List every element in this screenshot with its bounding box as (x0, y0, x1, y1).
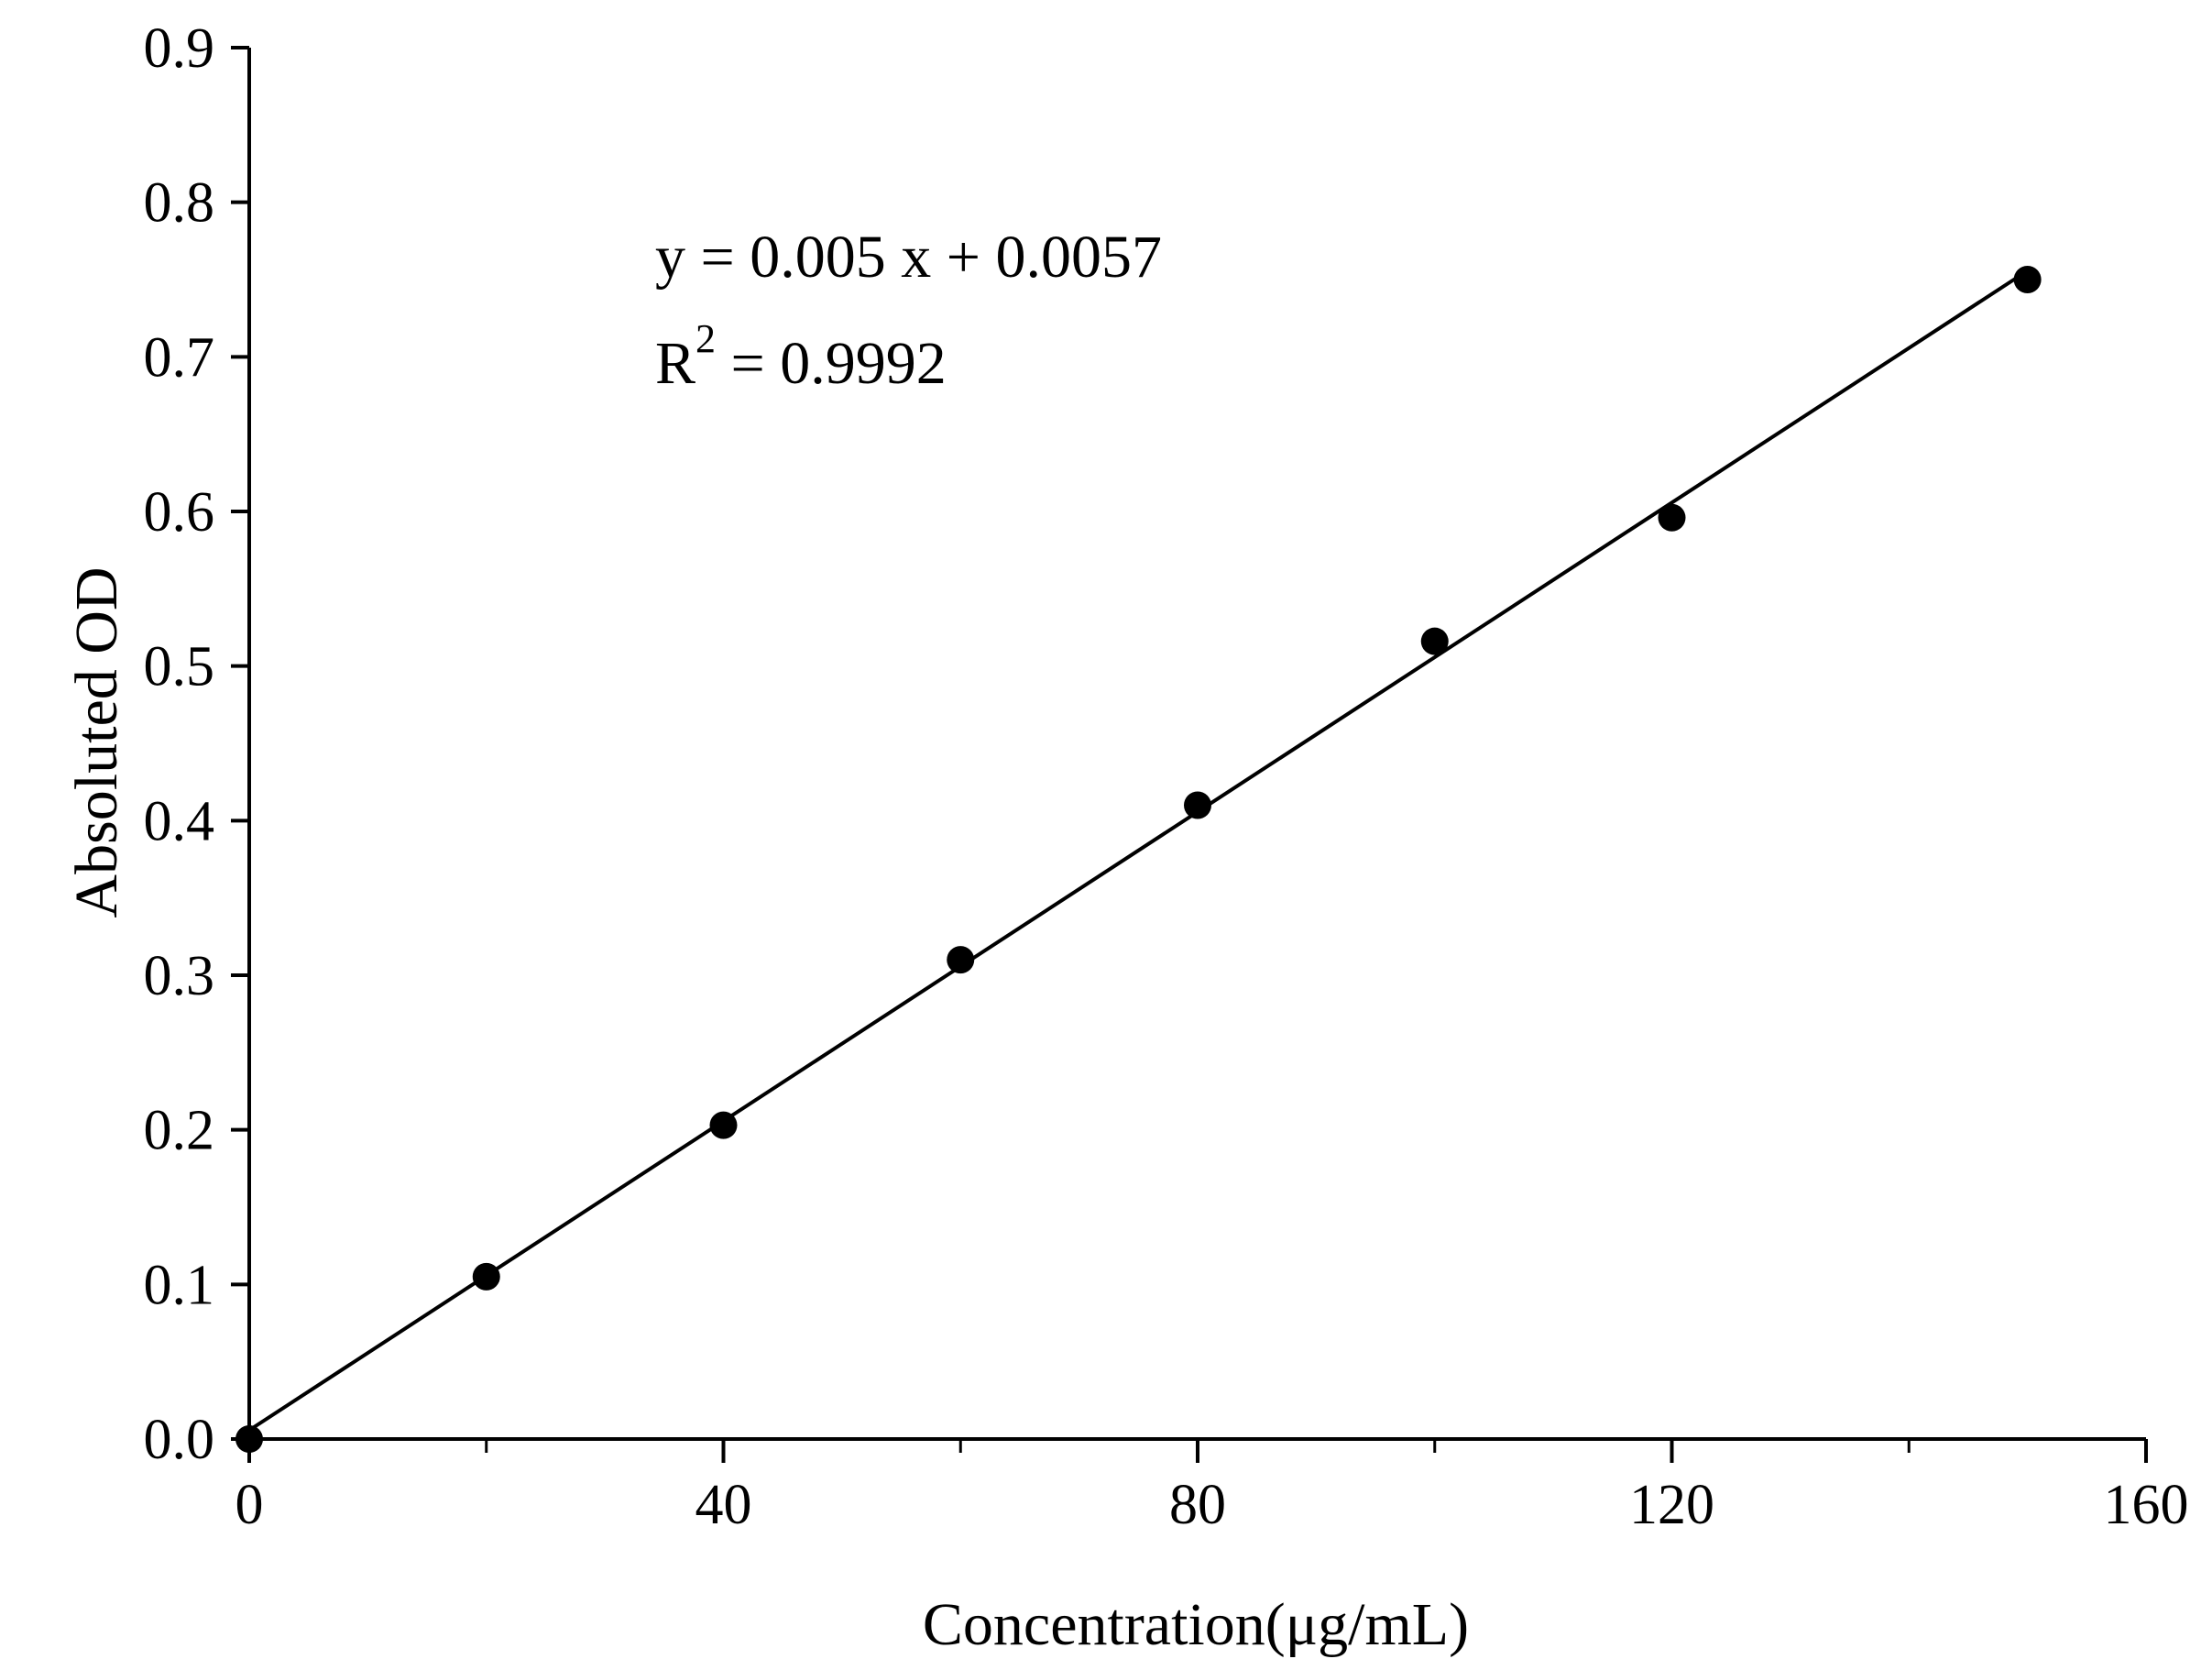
data-point (1184, 791, 1211, 819)
ticks (231, 46, 2148, 1463)
fit-line-layer (247, 269, 2029, 1433)
y-tick-label: 0.7 (144, 326, 215, 389)
x-tick-label: 80 (1169, 1474, 1226, 1536)
y-tick-label: 0.2 (144, 1100, 215, 1162)
fit-line (247, 269, 2029, 1433)
axes (247, 48, 2146, 1441)
y-tick-label: 0.4 (144, 790, 215, 852)
data-point (1658, 503, 1686, 532)
r-squared-base: R (655, 330, 695, 397)
r-squared: R2 = 0.9992 (655, 316, 947, 397)
r-squared-value: = 0.9992 (716, 330, 947, 397)
y-tick-label: 0.6 (144, 481, 215, 544)
y-tick-label: 0.9 (144, 17, 215, 80)
tick-labels: 0 40 80 120 160 0.0 0.1 0.2 0.3 0.4 0.5 0.6 0.7 0.8 0.… (144, 17, 2189, 1536)
fit-equation: y = 0.005 x + 0.0057 (655, 224, 1162, 291)
data-point (709, 1111, 738, 1139)
data-point (1420, 627, 1449, 655)
y-axis-title: Absoluted OD (63, 566, 130, 917)
data-point (947, 946, 975, 974)
data-point (2013, 266, 2042, 293)
y-tick-label: 0.8 (144, 172, 215, 235)
x-tick-label: 0 (235, 1474, 264, 1536)
x-tick-label: 160 (2104, 1474, 2189, 1536)
r-squared-exponent: 2 (695, 316, 716, 361)
data-point (235, 1425, 263, 1453)
x-tick-label: 40 (695, 1474, 752, 1536)
data-point (472, 1262, 500, 1291)
y-tick-label: 0.1 (144, 1254, 215, 1316)
data-points (235, 266, 2042, 1453)
y-tick-label: 0.3 (144, 945, 215, 1007)
y-tick-label: 0.5 (144, 636, 215, 698)
y-tick-label: 0.0 (144, 1409, 215, 1471)
x-tick-label: 120 (1629, 1474, 1714, 1536)
x-axis-title: Concentration(μg/mL) (923, 1591, 1469, 1658)
